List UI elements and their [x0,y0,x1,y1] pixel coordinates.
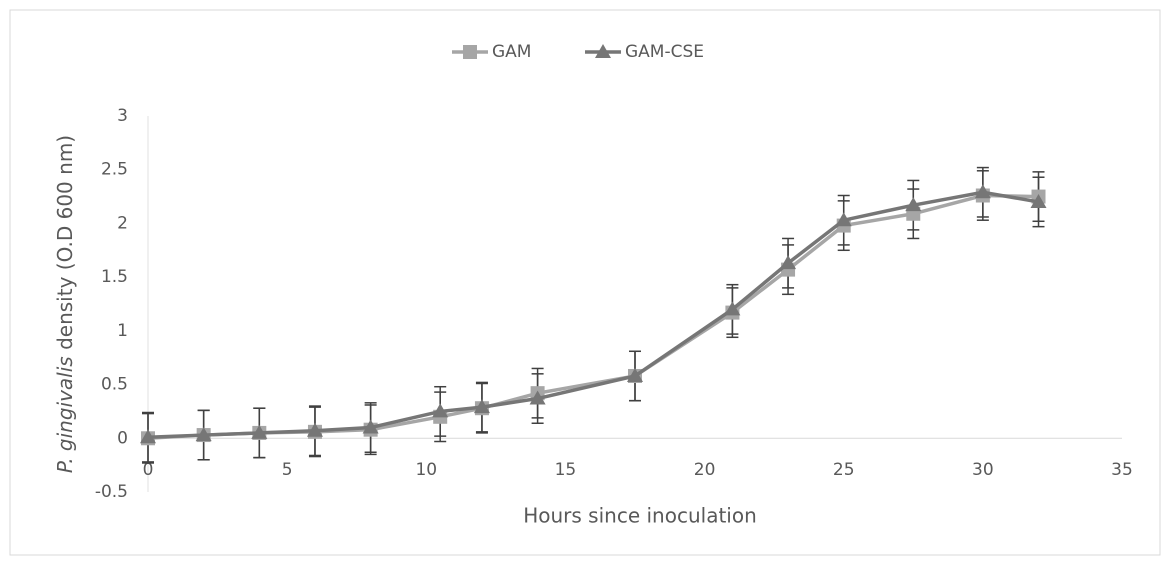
data-point [780,255,797,270]
x-tick-label: 10 [415,460,437,480]
data-point [1030,193,1047,208]
data-point [835,212,852,227]
data-point [905,197,922,212]
x-tick-label: 5 [282,460,293,480]
x-tick-label: 0 [143,460,154,480]
y-tick-label: 0.5 [101,375,128,395]
data-point [195,427,212,442]
x-tick-label: 30 [972,460,994,480]
y-tick-label: 1.5 [101,267,128,287]
series-line [147,190,1039,439]
x-tick-label: 35 [1111,460,1133,480]
y-tick-label: 3 [117,106,128,126]
data-point [306,422,323,437]
legend-label: GAM-CSE [625,42,704,62]
legend-label: GAM [492,42,531,62]
y-tick-label: -0.5 [95,482,128,502]
series-line [147,193,1039,441]
y-axis-title-italic: P. gingivalis [53,356,77,473]
x-axis-title: Hours since inoculation [523,504,757,528]
y-tick-label: 2.5 [101,160,128,180]
data-point [473,399,490,414]
y-axis-title: P. gingivalis density (O.D 600 nm) [53,135,77,473]
data-point [362,419,379,434]
y-axis-title-rest: density (O.D 600 nm) [53,135,77,356]
x-tick-label: 25 [833,460,855,480]
legend-marker [595,44,611,58]
data-point [251,424,268,439]
x-tick-label: 15 [555,460,577,480]
y-tick-label: 0 [117,428,128,448]
x-tick-label: 20 [694,460,716,480]
data-point [974,184,991,199]
data-point [432,403,449,418]
chart-border [9,9,1161,556]
data-point [627,367,643,382]
legend-marker [463,45,477,59]
data-point [724,301,741,316]
data-point [140,429,156,444]
y-tick-label: 2 [117,213,128,233]
data-point [529,390,546,405]
y-tick-label: 1 [117,321,128,341]
